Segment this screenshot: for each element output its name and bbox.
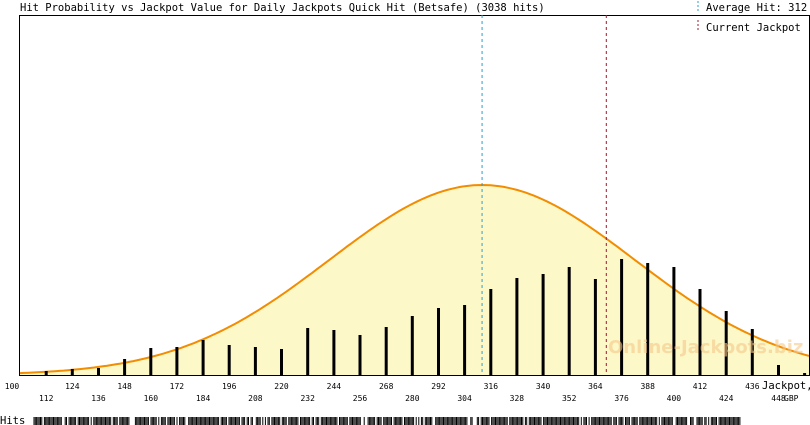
hit-bar: [672, 267, 676, 375]
hit-bar: [280, 349, 283, 375]
hit-bars: [44, 259, 807, 375]
hit-bar: [44, 371, 48, 375]
hit-bar: [410, 316, 414, 375]
hit-bar: [70, 369, 74, 375]
x-tick-label: 196: [222, 382, 237, 391]
x-tick-label: 184: [196, 394, 211, 403]
x-tick-label: 292: [431, 382, 446, 391]
hits-label: Hits: [0, 415, 25, 425]
x-tick-label: 172: [170, 382, 185, 391]
x-tick-label: 136: [91, 394, 106, 403]
x-tick-label: 364: [588, 382, 603, 391]
hit-bar: [358, 335, 362, 375]
x-tick-label: 208: [248, 394, 263, 403]
hit-bar: [777, 365, 780, 375]
hit-bar: [724, 311, 728, 375]
hit-bar: [201, 340, 205, 375]
hit-bar: [253, 347, 257, 375]
watermark: Online-Jackpots.biz: [608, 337, 803, 358]
legend-current-label: Current Jackpot: [706, 22, 801, 34]
x-axis-unit: GBP: [784, 394, 799, 403]
hit-bar: [123, 359, 127, 375]
hit-bar: [489, 289, 493, 375]
x-tick-label: 448: [771, 394, 786, 403]
x-tick-label: 304: [457, 394, 472, 403]
legend-average-label: Average Hit: 312: [706, 2, 807, 14]
hit-bar: [227, 345, 231, 375]
x-axis: 100 124 148 172 196 220 244 268 292 316 340 364 388 4…: [5, 382, 786, 403]
x-tick-label: 160: [144, 394, 159, 403]
hit-bar: [332, 330, 336, 375]
hit-bar: [698, 289, 702, 375]
hit-bar: [593, 279, 597, 375]
hit-bar: [803, 373, 807, 375]
x-tick-label: 328: [510, 394, 525, 403]
hits-strip: [33, 417, 741, 425]
x-tick-label: 244: [327, 382, 342, 391]
hit-bar: [463, 305, 467, 375]
x-tick-label: 268: [379, 382, 394, 391]
x-tick-label: 316: [484, 382, 499, 391]
hit-bar: [646, 263, 650, 375]
hit-bar: [515, 278, 519, 375]
x-tick-label: 400: [667, 394, 682, 403]
x-tick-label: 280: [405, 394, 420, 403]
x-tick-label: 424: [719, 394, 734, 403]
hit-bar: [384, 327, 388, 375]
x-tick-label: 112: [39, 394, 54, 403]
x-tick-label: 148: [117, 382, 132, 391]
hit-bar: [149, 348, 153, 375]
hit-bar: [567, 267, 571, 375]
x-tick-label: 340: [536, 382, 551, 391]
x-tick-label: 100: [5, 382, 20, 391]
x-tick-label: 352: [562, 394, 577, 403]
hit-bar: [750, 329, 754, 375]
hit-bar: [306, 328, 310, 375]
x-tick-label: 220: [274, 382, 289, 391]
x-tick-label: 388: [640, 382, 655, 391]
x-tick-label: 436: [745, 382, 760, 391]
x-tick-label: 124: [65, 382, 80, 391]
hit-bar: [541, 274, 545, 375]
x-tick-label: 376: [614, 394, 629, 403]
x-tick-label: 412: [693, 382, 708, 391]
hit-bar: [620, 259, 624, 375]
chart-title: Hit Probability vs Jackpot Value for Dai…: [20, 2, 545, 14]
distribution-area: [20, 185, 809, 375]
hit-bar: [97, 368, 100, 375]
hit-bar: [437, 308, 440, 375]
x-tick-label: 232: [300, 394, 315, 403]
x-axis-label: Jackpot,: [762, 380, 810, 392]
x-tick-label: 256: [353, 394, 368, 403]
hit-bar: [175, 347, 179, 375]
